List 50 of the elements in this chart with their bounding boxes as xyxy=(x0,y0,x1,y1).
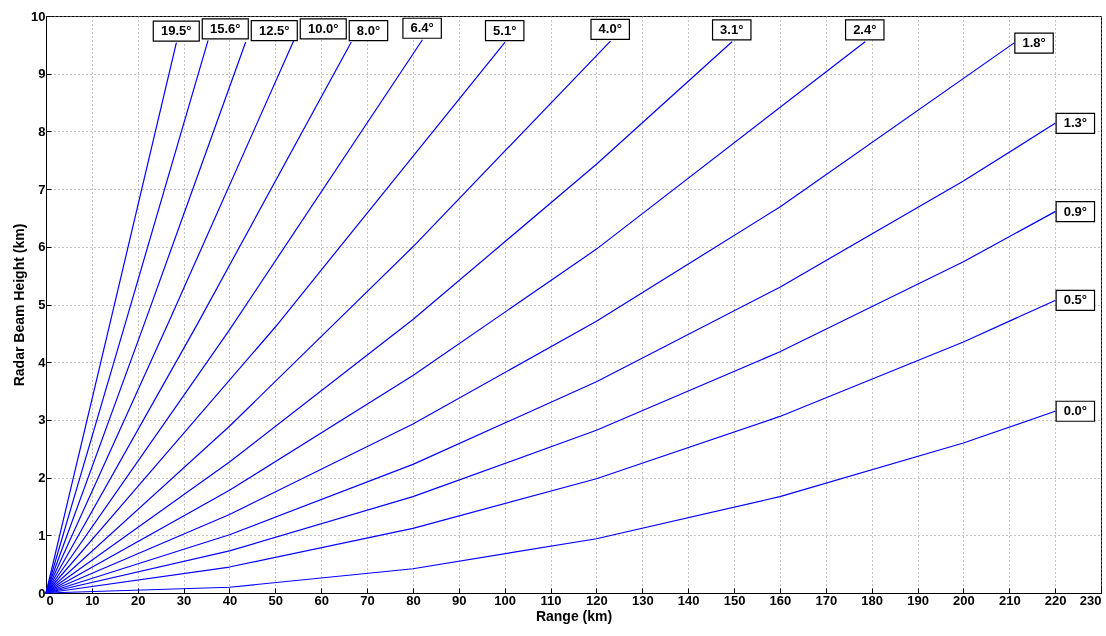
annotation: 2.4° xyxy=(853,21,877,37)
annotation: 1.3° xyxy=(1063,115,1087,131)
annotation: 8.0° xyxy=(356,22,381,38)
x-tick-label: 190 xyxy=(907,592,929,608)
x-tick-label: 220 xyxy=(1044,592,1067,608)
annotation: 12.5° xyxy=(259,22,290,38)
x-tick-label: 90 xyxy=(452,592,467,608)
y-tick-label: 7 xyxy=(38,181,46,197)
x-tick-label: 50 xyxy=(268,592,284,608)
x-axis-title: Range (km) xyxy=(535,607,613,624)
x-tick-label: 170 xyxy=(815,592,838,608)
y-tick-label: 10 xyxy=(31,8,46,24)
x-tick-label: 60 xyxy=(314,592,329,608)
y-tick-label: 1 xyxy=(38,527,46,543)
x-tick-label: 210 xyxy=(998,592,1021,608)
annotation: 3.1° xyxy=(720,21,744,37)
annotation: 4.0° xyxy=(598,21,622,37)
y-tick-label: 4 xyxy=(38,354,47,370)
y-tick-label: 6 xyxy=(38,239,46,255)
y-tick-label: 5 xyxy=(38,297,46,312)
annotation: 6.4° xyxy=(410,20,434,36)
x-tick-label: 230 xyxy=(1079,592,1102,608)
annotation: 1.8° xyxy=(1022,35,1046,51)
annotation: 0.9° xyxy=(1063,203,1087,219)
x-tick-label: 20 xyxy=(131,592,146,608)
y-tick-label: 3 xyxy=(38,412,46,428)
annotation: 15.6° xyxy=(210,20,241,36)
y-tick-label: 9 xyxy=(38,66,46,82)
x-tick-label: 30 xyxy=(176,592,192,608)
x-tick-label: 160 xyxy=(769,592,792,608)
x-tick-label: 120 xyxy=(586,592,608,608)
y-axis-title: Radar Beam Height (km) xyxy=(11,223,28,387)
annotation: 19.5° xyxy=(161,23,192,39)
annotation: 0.5° xyxy=(1063,292,1087,308)
x-tick-label: 140 xyxy=(677,592,700,608)
x-tick-label: 70 xyxy=(360,592,375,608)
x-tick-label: 180 xyxy=(861,592,883,608)
x-tick-label: 10 xyxy=(85,592,100,608)
x-tick-label: 150 xyxy=(723,592,746,608)
x-tick-label: 80 xyxy=(406,592,421,608)
annotation: 0.0° xyxy=(1063,403,1087,419)
x-tick-label: 110 xyxy=(540,592,562,608)
x-tick-label: 130 xyxy=(631,592,654,608)
annotation: 10.0° xyxy=(308,20,339,36)
y-tick-label: 2 xyxy=(38,470,46,486)
x-tick-label: 200 xyxy=(953,592,975,608)
x-tick-label: 100 xyxy=(494,592,517,608)
y-tick-label: 8 xyxy=(38,123,46,139)
x-tick-label: 40 xyxy=(222,592,238,608)
annotation: 5.1° xyxy=(493,22,517,38)
